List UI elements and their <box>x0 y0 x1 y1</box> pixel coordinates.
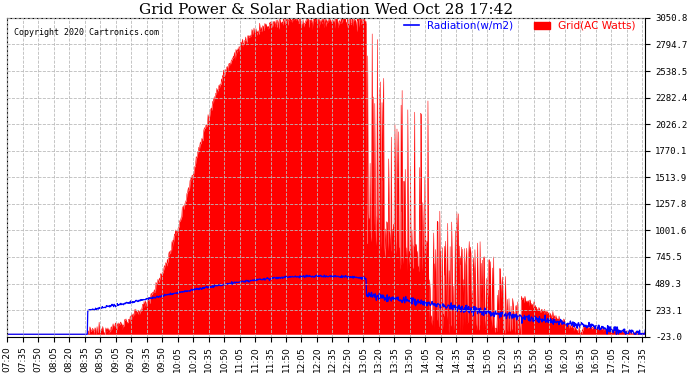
Text: Copyright 2020 Cartronics.com: Copyright 2020 Cartronics.com <box>14 27 159 36</box>
Legend: Radiation(w/m2), Grid(AC Watts): Radiation(w/m2), Grid(AC Watts) <box>400 17 640 35</box>
Title: Grid Power & Solar Radiation Wed Oct 28 17:42: Grid Power & Solar Radiation Wed Oct 28 … <box>139 3 513 17</box>
